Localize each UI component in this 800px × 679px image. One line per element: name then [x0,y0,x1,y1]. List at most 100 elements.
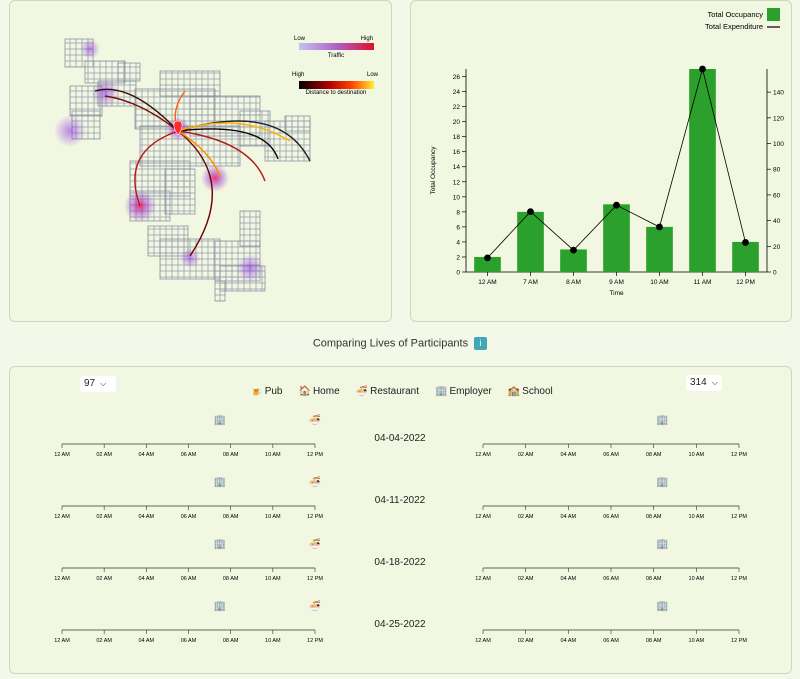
timeline-tick-label: 12 PM [731,514,747,520]
timeline-tick-label: 08 AM [223,638,239,644]
map-panel: Low High Traffic High Low Distance to de… [9,0,392,322]
timeline-tick-label: 06 AM [603,576,619,582]
restaurant-icon[interactable]: 🍜 [309,476,321,488]
timeline-tick-label: 12 AM [54,514,70,520]
timeline-tick-label: 04 AM [139,576,155,582]
employer-icon[interactable]: 🏢 [214,476,226,488]
timeline-tick-label: 12 AM [54,452,70,458]
timeline-tick-label: 08 AM [646,452,662,458]
occupancy-bar[interactable] [646,227,673,272]
employer-icon[interactable]: 🏢 [214,538,226,550]
timeline-tick-label: 10 AM [689,638,705,644]
timeline-tick-label: 08 AM [223,514,239,520]
timeline-tick-label: 10 AM [689,576,705,582]
timeline-tick-label: 12 PM [307,514,323,520]
timeline-tick-label: 04 AM [139,638,155,644]
expenditure-point[interactable] [570,247,577,254]
timeline-tick-label: 04 AM [561,638,577,644]
city-map[interactable]: Low High Traffic High Low Distance to de… [10,1,391,321]
y-tick-label: 12 [453,179,461,186]
timeline-tick-label: 12 AM [54,576,70,582]
traffic-gradient [299,43,374,50]
expenditure-point[interactable] [484,254,491,261]
timeline-tick-label: 12 PM [307,638,323,644]
timeline-tick-label: 08 AM [646,638,662,644]
timeline-tick-label: 02 AM [96,514,112,520]
y2-tick-label: 120 [773,115,784,122]
timeline-tick-label: 06 AM [181,576,197,582]
x-tick-label: 9 AM [609,279,624,286]
timeline-tick-label: 12 PM [731,638,747,644]
employer-icon[interactable]: 🏢 [214,600,226,612]
occupancy-bar[interactable] [732,242,759,272]
timeline-right: 12 AM 02 AM 04 AM 06 AM 08 AM 10 AM 12 PM 🏢 [475,414,747,458]
timeline-tick-label: 06 AM [603,638,619,644]
timeline-tick-label: 12 AM [475,514,491,520]
y2-tick-label: 40 [773,218,781,225]
employer-icon[interactable]: 🏢 [656,600,668,612]
legend-occupancy-label: Total Occupancy [708,10,764,19]
timeline-tick-label: 12 PM [307,452,323,458]
y-tick-label: 14 [453,164,461,171]
y-axis-label: Total Occupancy [430,146,437,195]
timeline-tick-label: 02 AM [518,514,534,520]
occupancy-bar[interactable] [517,212,544,272]
week-date: 04-18-2022 [374,557,426,568]
expenditure-point[interactable] [527,208,534,215]
y2-tick-label: 60 [773,192,781,199]
timeline-left: 12 AM 02 AM 04 AM 06 AM 08 AM 10 AM 12 PM 🏢 🍜 [54,414,323,458]
compare-panel: 97 ⌵ 314 ⌵ 🍺 Pub 🏠 Home 🍜 Restaurant 🏢 Employer 🏫 S… [9,366,792,674]
expenditure-point[interactable] [699,66,706,73]
timeline-tick-label: 08 AM [646,576,662,582]
y-tick-label: 0 [456,270,460,277]
restaurant-icon[interactable]: 🍜 [309,600,321,612]
distance-high-label: High [292,72,304,78]
timeline-tick-label: 06 AM [181,514,197,520]
expenditure-point[interactable] [656,224,663,231]
distance-label: Distance to destination [306,90,367,96]
timeline-tick-label: 04 AM [561,514,577,520]
timeline-tick-label: 12 AM [54,638,70,644]
x-tick-label: 10 AM [650,279,668,286]
timeline-tick-label: 10 AM [689,514,705,520]
compare-title: Comparing Lives of Participants [313,337,468,349]
x-tick-label: 7 AM [523,279,538,286]
employer-icon[interactable]: 🏢 [656,414,668,426]
traffic-high-label: High [361,36,373,42]
y2-tick-label: 140 [773,90,784,97]
y-tick-label: 16 [453,149,461,156]
y2-tick-label: 80 [773,167,781,174]
employer-icon[interactable]: 🏢 [656,476,668,488]
timeline-left: 12 AM 02 AM 04 AM 06 AM 08 AM 10 AM 12 PM 🏢 🍜 [54,476,323,520]
timeline-right: 12 AM 02 AM 04 AM 06 AM 08 AM 10 AM 12 PM 🏢 [475,538,747,582]
x-tick-label: 12 AM [478,279,496,286]
timeline-left: 12 AM 02 AM 04 AM 06 AM 08 AM 10 AM 12 PM 🏢 🍜 [54,600,323,644]
timeline-tick-label: 02 AM [96,452,112,458]
y-tick-label: 26 [453,74,461,81]
employer-icon[interactable]: 🏢 [214,414,226,426]
employer-icon[interactable]: 🏢 [656,538,668,550]
timeline-tick-label: 04 AM [561,452,577,458]
occupancy-bar[interactable] [689,69,716,272]
legend-expenditure-label: Total Expenditure [705,22,763,31]
timeline-tick-label: 10 AM [265,638,281,644]
restaurant-icon[interactable]: 🍜 [309,414,321,426]
expenditure-point[interactable] [613,202,620,209]
restaurant-icon[interactable]: 🍜 [309,538,321,550]
y-tick-label: 4 [456,239,460,246]
timeline-tick-label: 02 AM [518,576,534,582]
timeline-tick-label: 10 AM [265,576,281,582]
x-axis-label: Time [609,290,624,297]
timeline-right: 12 AM 02 AM 04 AM 06 AM 08 AM 10 AM 12 PM 🏢 [475,600,747,644]
timeline-tick-label: 02 AM [96,638,112,644]
distance-gradient [299,81,374,89]
y-tick-label: 2 [456,254,460,261]
timeline-tick-label: 12 AM [475,452,491,458]
timeline-tick-label: 12 PM [731,452,747,458]
timeline-tick-label: 08 AM [223,576,239,582]
timeline-tick-label: 12 PM [307,576,323,582]
expenditure-point[interactable] [742,239,749,246]
info-button[interactable]: i [474,337,487,350]
timeline-tick-label: 06 AM [181,452,197,458]
timeline-tick-label: 02 AM [518,638,534,644]
